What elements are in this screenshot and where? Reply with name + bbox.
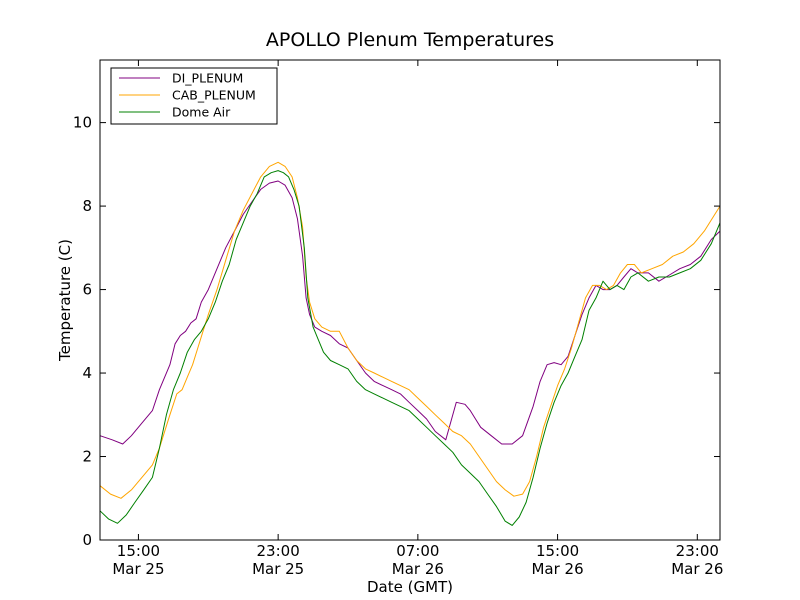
x-tick-label-date: Mar 26 [531, 560, 583, 578]
legend-label: CAB_PLENUM [172, 88, 256, 103]
x-tick-label-time: 07:00 [396, 542, 439, 560]
x-tick-label-time: 23:00 [676, 542, 719, 560]
x-tick-label-date: Mar 25 [112, 560, 164, 578]
legend-label: DI_PLENUM [172, 71, 243, 86]
chart-title: APOLLO Plenum Temperatures [266, 29, 554, 51]
y-tick-label: 8 [82, 197, 92, 215]
legend-label: Dome Air [172, 105, 231, 120]
series-line-dome-air [99, 170, 721, 526]
plot-frame [99, 59, 721, 541]
x-tick-label-date: Mar 26 [671, 560, 723, 578]
y-tick-label: 4 [82, 364, 92, 382]
y-axis-label: Temperature (C) [56, 239, 74, 362]
x-tick-label-date: Mar 25 [252, 560, 304, 578]
x-tick-label-date: Mar 26 [392, 560, 444, 578]
x-axis-label: Date (GMT) [367, 578, 453, 596]
y-tick-label: 2 [82, 448, 92, 466]
legend-box [110, 67, 278, 125]
y-ticks: 0 2 4 6 8 10 [73, 114, 720, 549]
x-tick-label-time: 15:00 [536, 542, 579, 560]
y-tick-label: 10 [73, 114, 92, 132]
legend: DI_PLENUM CAB_PLENUM Dome Air [110, 67, 278, 125]
series-line-di-plenum [99, 180, 721, 445]
plot-area [100, 60, 720, 540]
y-tick-label: 6 [82, 281, 92, 299]
series-layer [99, 161, 721, 526]
x-tick-label-time: 15:00 [117, 542, 160, 560]
x-tick-label-time: 23:00 [257, 542, 300, 560]
y-tick-label: 0 [82, 531, 92, 549]
series-line-cab-plenum [99, 161, 721, 499]
